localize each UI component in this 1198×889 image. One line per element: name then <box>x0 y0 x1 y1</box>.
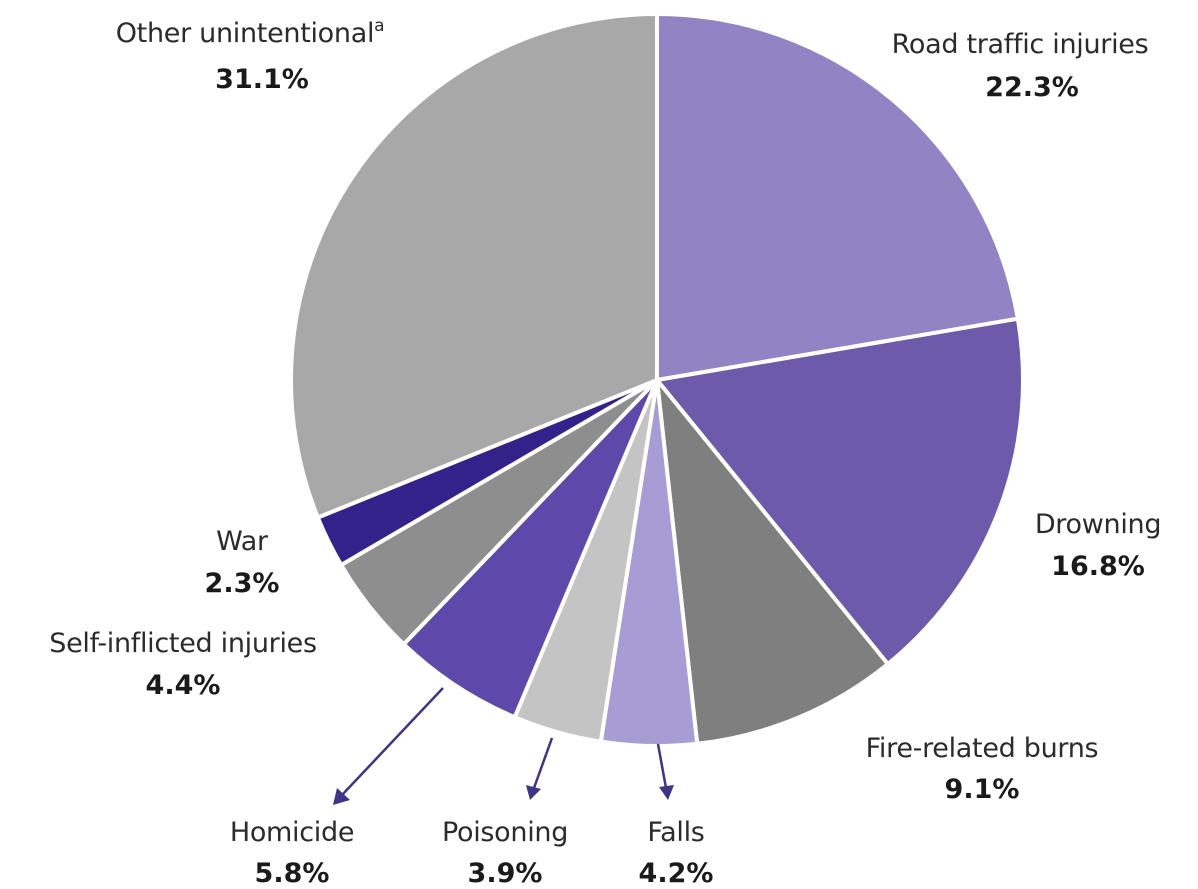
leader-arrows <box>333 687 674 805</box>
label-road-traffic-injuries: Road traffic injuries <box>892 29 1149 60</box>
slice-drowning <box>655 316 1025 667</box>
arrow-poisoning <box>532 737 554 789</box>
value-homicide: 5.8% <box>255 858 330 889</box>
label-war: War <box>216 526 269 557</box>
arrow-head-falls <box>659 785 674 800</box>
value-drowning: 16.8% <box>1051 551 1145 582</box>
value-fire-related-burns: 9.1% <box>945 774 1020 805</box>
value-other-unintentional: 31.1% <box>215 64 309 95</box>
arrow-head-poisoning <box>526 785 541 800</box>
label-other-unintentional-text: Other unintentional <box>116 18 374 49</box>
slice-fire-related-burns <box>655 378 890 746</box>
arrow-falls <box>656 743 668 789</box>
label-other-unintentional: Other unintentionala <box>116 16 385 49</box>
slice-other-unintentional <box>289 12 659 520</box>
value-self-inflicted-injuries: 4.4% <box>146 670 221 701</box>
value-falls: 4.2% <box>639 858 714 889</box>
arrow-homicide <box>341 687 444 796</box>
label-other-unintentional-superscript: a <box>374 16 384 36</box>
pie-slices <box>289 12 1025 748</box>
value-road-traffic-injuries: 22.3% <box>985 72 1079 103</box>
slice-labels: Road traffic injuries 22.3% Drowning 16.… <box>49 16 1161 889</box>
value-poisoning: 3.9% <box>468 858 543 889</box>
label-fire-related-burns: Fire-related burns <box>866 733 1099 764</box>
label-poisoning: Poisoning <box>442 817 568 848</box>
label-drowning: Drowning <box>1035 509 1161 540</box>
label-self-inflicted-injuries: Self-inflicted injuries <box>49 628 317 659</box>
slice-road-traffic-injuries <box>655 12 1020 382</box>
arrow-head-homicide <box>333 788 350 805</box>
label-homicide: Homicide <box>230 817 354 848</box>
label-falls: Falls <box>647 817 704 848</box>
slice-homicide <box>401 378 659 720</box>
value-war: 2.3% <box>205 568 280 599</box>
